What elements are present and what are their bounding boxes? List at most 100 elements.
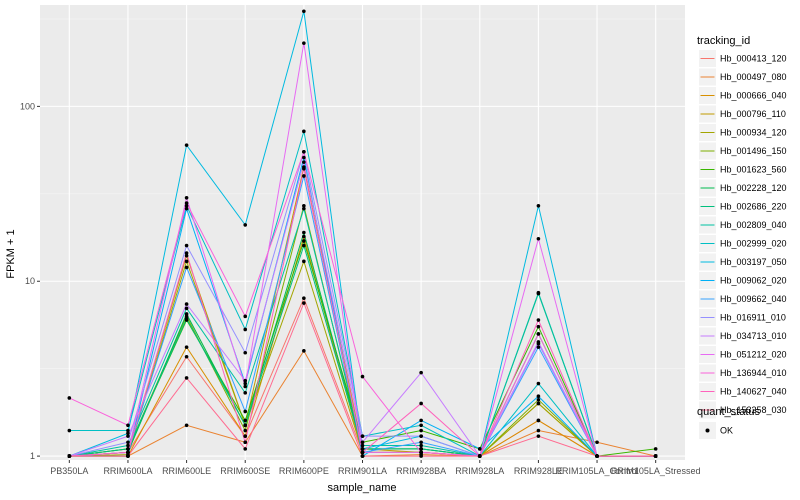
data-point-Hb_002809_040 — [243, 391, 248, 395]
data-point-Hb_001496_150 — [536, 397, 541, 402]
legend: tracking_id Hb_000413_120 Hb_000497_080 Hb… — [697, 35, 787, 439]
data-point-Hb_000934_120 — [184, 259, 189, 264]
legend-label: Hb_000413_120 — [720, 54, 787, 64]
data-point-Hb_000934_120 — [302, 259, 306, 264]
data-point-Hb_000497_080 — [536, 428, 541, 433]
x-tick-label: RRIM928BA — [396, 466, 446, 476]
data-point-Hb_000666_040 — [536, 418, 541, 423]
data-point-Hb_140627_040 — [243, 440, 248, 445]
x-tick-label: RRIM928LA — [455, 466, 504, 476]
legend-point-ok — [705, 428, 710, 433]
data-point-Hb_009062_020 — [302, 155, 306, 160]
data-point-Hb_009662_040 — [184, 265, 189, 270]
x-tick-label: RRIM901LA — [338, 466, 387, 476]
data-point-Hb_034713_010 — [126, 434, 130, 438]
data-point-Hb_003197_050 — [243, 223, 248, 227]
data-point-Hb_153258_030 — [67, 454, 72, 458]
legend-label: Hb_051212_020 — [720, 350, 787, 360]
data-point-Hb_034713_010 — [184, 302, 189, 306]
data-point-Hb_153258_030 — [477, 454, 482, 458]
legend-label: Hb_000497_080 — [720, 72, 787, 82]
data-point-Hb_001623_560 — [243, 418, 248, 423]
legend-title-tracking-id: tracking_id — [697, 35, 750, 47]
data-point-Hb_153258_030 — [419, 454, 423, 458]
x-tick-label: RRIM928LE — [514, 466, 563, 476]
data-point-Hb_002686_220 — [126, 447, 130, 451]
data-point-Hb_002686_220 — [419, 447, 423, 451]
data-point-Hb_000497_080 — [595, 440, 599, 445]
data-point-Hb_009662_040 — [302, 174, 306, 178]
data-point-Hb_153258_030 — [243, 447, 248, 451]
data-point-Hb_000796_110 — [184, 253, 189, 258]
legend-label: Hb_003197_050 — [720, 257, 787, 267]
data-point-Hb_000666_040 — [302, 234, 306, 239]
data-point-Hb_136944_010 — [243, 314, 248, 319]
data-point-Hb_034713_010 — [419, 370, 423, 375]
data-point-Hb_001496_150 — [243, 428, 248, 433]
data-point-Hb_051212_020 — [302, 41, 306, 45]
data-point-Hb_034713_010 — [302, 160, 306, 164]
data-point-Hb_003197_050 — [126, 431, 130, 436]
legend-label: Hb_002228_120 — [720, 183, 787, 193]
legend-title-quant-status: quant_status — [697, 406, 760, 418]
legend-label: Hb_002809_040 — [720, 220, 787, 230]
data-point-Hb_002686_220 — [243, 423, 248, 428]
data-point-Hb_001623_560 — [536, 324, 541, 329]
x-tick-label: RRIM600PE — [279, 466, 329, 476]
legend-label: Hb_002686_220 — [720, 202, 787, 212]
data-point-Hb_001496_150 — [302, 204, 306, 208]
x-axis-title: sample_name — [327, 482, 396, 494]
data-point-Hb_002999_020 — [243, 327, 248, 332]
data-point-Hb_051212_020 — [536, 236, 541, 241]
data-point-Hb_000497_080 — [302, 349, 306, 353]
data-point-Hb_000413_120 — [184, 354, 189, 359]
legend-label: Hb_136944_010 — [720, 368, 787, 378]
data-point-Hb_000666_040 — [184, 345, 189, 349]
data-point-Hb_009662_040 — [419, 440, 423, 445]
y-tick-label: 1 — [30, 451, 35, 461]
data-point-Hb_009062_020 — [184, 206, 189, 211]
data-point-Hb_034713_010 — [536, 340, 541, 344]
data-point-Hb_002999_020 — [67, 428, 72, 433]
data-point-Hb_140627_040 — [419, 401, 423, 406]
data-point-Hb_016911_010 — [360, 434, 365, 438]
data-point-Hb_000666_040 — [243, 434, 248, 438]
series-points — [67, 9, 658, 458]
data-point-Hb_140627_040 — [302, 166, 306, 171]
data-point-Hb_136944_010 — [419, 450, 423, 455]
data-point-Hb_002809_040 — [360, 443, 365, 448]
data-point-Hb_009062_020 — [243, 381, 248, 386]
data-point-Hb_153258_030 — [184, 376, 189, 380]
data-point-Hb_002999_020 — [419, 423, 423, 428]
data-point-Hb_002809_040 — [184, 306, 189, 311]
data-point-Hb_136944_010 — [360, 374, 365, 379]
data-point-Hb_153258_030 — [360, 454, 365, 458]
data-point-Hb_140627_040 — [536, 318, 541, 322]
x-tick-label: RRIM105LA_Control — [556, 466, 639, 476]
y-axis: 1 10 100 — [20, 101, 40, 461]
data-point-Hb_002999_020 — [536, 381, 541, 386]
data-point-Hb_136944_010 — [302, 149, 306, 154]
data-point-Hb_034713_010 — [243, 378, 248, 383]
data-point-Hb_009662_040 — [536, 345, 541, 349]
data-point-Hb_136944_010 — [184, 201, 189, 205]
data-point-Hb_153258_030 — [536, 434, 541, 438]
x-axis: PB350LA RRIM600LA RRIM600LE RRIM600SE RRIM60… — [50, 460, 700, 476]
data-point-Hb_000934_120 — [536, 401, 541, 406]
y-axis-title: FPKM + 1 — [5, 229, 17, 278]
x-tick-label: RRIM105LA_Stressed — [611, 466, 701, 476]
legend-label-ok: OK — [720, 426, 733, 436]
data-point-Hb_009062_020 — [477, 447, 482, 451]
data-point-Hb_002809_040 — [126, 443, 130, 448]
data-point-Hb_051212_020 — [184, 196, 189, 200]
data-point-Hb_153258_030 — [653, 454, 658, 458]
data-point-Hb_136944_010 — [67, 396, 72, 400]
data-point-Hb_002999_020 — [126, 428, 130, 433]
data-point-Hb_136944_010 — [536, 332, 541, 336]
data-point-Hb_016911_010 — [126, 440, 130, 445]
data-point-Hb_002809_040 — [536, 290, 541, 295]
legend-label: Hb_001623_560 — [720, 165, 787, 175]
data-point-Hb_051212_020 — [243, 384, 248, 389]
data-point-Hb_002686_220 — [302, 243, 306, 248]
legend-label: Hb_016911_010 — [720, 313, 786, 323]
